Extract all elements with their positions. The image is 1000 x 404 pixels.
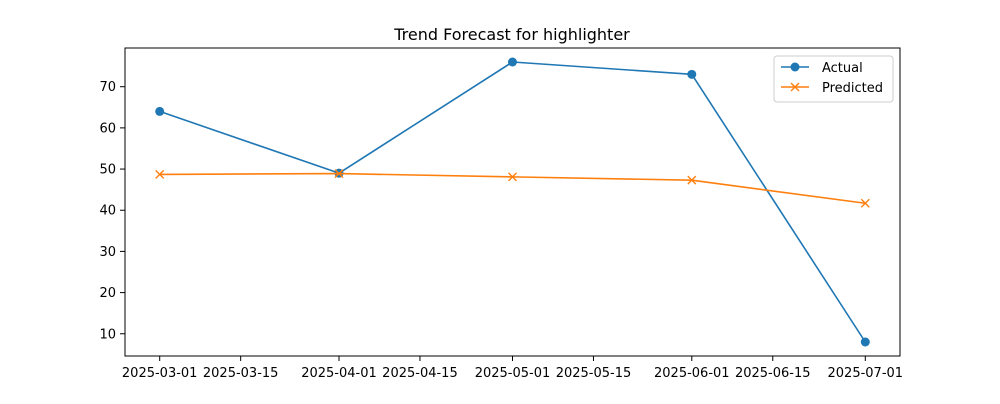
- x-tick-label: 2025-05-01: [475, 366, 551, 381]
- x-tick-label: 2025-04-01: [301, 366, 377, 381]
- y-tick-label: 10: [99, 327, 116, 342]
- y-tick-label: 70: [99, 80, 116, 95]
- legend-label: Predicted: [822, 81, 883, 96]
- x-tick-label: 2025-03-01: [122, 366, 198, 381]
- y-tick-label: 60: [99, 121, 116, 136]
- x-tick-label: 2025-06-01: [654, 366, 730, 381]
- legend-item-predicted: Predicted: [781, 81, 883, 96]
- x-tick-label: 2025-05-15: [556, 366, 632, 381]
- y-tick-label: 30: [99, 245, 116, 260]
- data-point: [508, 57, 517, 67]
- x-tick-label: 2025-04-15: [382, 366, 458, 381]
- x-tick-label: 2025-06-15: [735, 366, 811, 381]
- data-point: [155, 106, 165, 116]
- x-tick-label: 2025-07-01: [828, 366, 904, 381]
- series-actual: [155, 57, 870, 347]
- series-line: [159, 61, 866, 343]
- data-point: [334, 169, 344, 179]
- series-predicted: [155, 169, 870, 208]
- legend-item-actual: Actual: [781, 61, 863, 76]
- legend: Actual Predicted: [773, 55, 894, 103]
- y-tick-label: 20: [99, 286, 116, 301]
- x-tick-label: 2025-03-15: [203, 366, 279, 381]
- series-layer: [155, 57, 870, 347]
- axes: 2025-03-01 2025-03-15 2025-04-01 2025-04-15…: [99, 47, 904, 381]
- legend-marker: [790, 62, 800, 72]
- chart-title: Trend Forecast for highlighter: [393, 25, 630, 44]
- data-point: [687, 69, 697, 79]
- y-tick-label: 40: [99, 204, 116, 219]
- data-point: [860, 198, 870, 208]
- data-point: [155, 169, 165, 179]
- y-tick-label: 50: [99, 163, 116, 178]
- legend-marker: [790, 82, 800, 92]
- data-point: [508, 172, 517, 182]
- data-point: [687, 175, 697, 185]
- legend-label: Actual: [822, 61, 863, 76]
- data-point: [860, 337, 870, 347]
